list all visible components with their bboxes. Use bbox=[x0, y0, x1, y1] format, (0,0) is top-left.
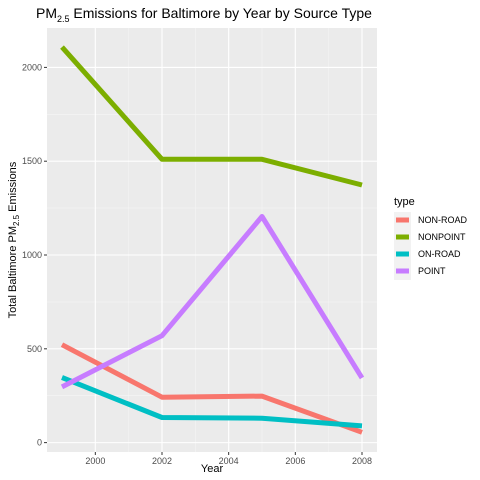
x-tick-label: 2000 bbox=[85, 456, 105, 466]
plot-panel bbox=[47, 28, 377, 452]
legend-item-point: POINT bbox=[394, 263, 446, 280]
y-axis: 0 500 1000 1500 2000 bbox=[22, 62, 47, 448]
x-tick-label: 2004 bbox=[219, 456, 239, 466]
series-line-point bbox=[60, 214, 365, 390]
y-tick-label: 2000 bbox=[22, 62, 42, 72]
legend-item-nonpoint: NONPOINT bbox=[394, 229, 466, 246]
legend-items: NON-ROAD NONPOINT ON-ROAD POINT bbox=[394, 212, 467, 280]
chart-title: PM2.5 Emissions for Baltimore by Year by… bbox=[36, 5, 372, 24]
y-axis-title-prefix: Total Baltimore PM bbox=[7, 226, 19, 318]
legend: type NON-ROAD NONPOINT ON-ROAD POINT bbox=[394, 196, 467, 280]
x-tick-label: 2008 bbox=[352, 456, 372, 466]
legend-title: type bbox=[394, 196, 415, 208]
legend-label: NON-ROAD bbox=[418, 215, 467, 225]
chart-title-subscript: 2.5 bbox=[57, 14, 70, 24]
series-line-on-road bbox=[61, 375, 363, 429]
series-line-non-road bbox=[60, 342, 363, 435]
y-tick-label: 1000 bbox=[22, 250, 42, 260]
x-tick-label: 2006 bbox=[285, 456, 305, 466]
legend-label: POINT bbox=[418, 266, 446, 276]
y-tick-label: 1500 bbox=[22, 156, 42, 166]
x-tick-label: 2002 bbox=[152, 456, 172, 466]
x-axis-title: Year bbox=[201, 463, 224, 475]
legend-item-on-road: ON-ROAD bbox=[394, 246, 461, 263]
chart-title-suffix: Emissions for Baltimore by Year by Sourc… bbox=[70, 5, 373, 21]
legend-label: NONPOINT bbox=[418, 232, 466, 242]
y-axis-title-subscript: 2.5 bbox=[12, 214, 21, 226]
legend-item-non-road: NON-ROAD bbox=[394, 212, 467, 229]
y-tick-label: 500 bbox=[27, 344, 42, 354]
series-line-nonpoint bbox=[60, 45, 363, 188]
x-axis: 2000 2002 2004 2006 2008 bbox=[85, 452, 372, 466]
chart-title-prefix: PM bbox=[36, 5, 57, 21]
y-axis-title-suffix: Emissions bbox=[7, 161, 19, 215]
series-lines bbox=[60, 45, 365, 435]
legend-label: ON-ROAD bbox=[418, 249, 461, 259]
y-axis-title: Total Baltimore PM2.5 Emissions bbox=[7, 161, 21, 318]
y-tick-label: 0 bbox=[37, 438, 42, 448]
